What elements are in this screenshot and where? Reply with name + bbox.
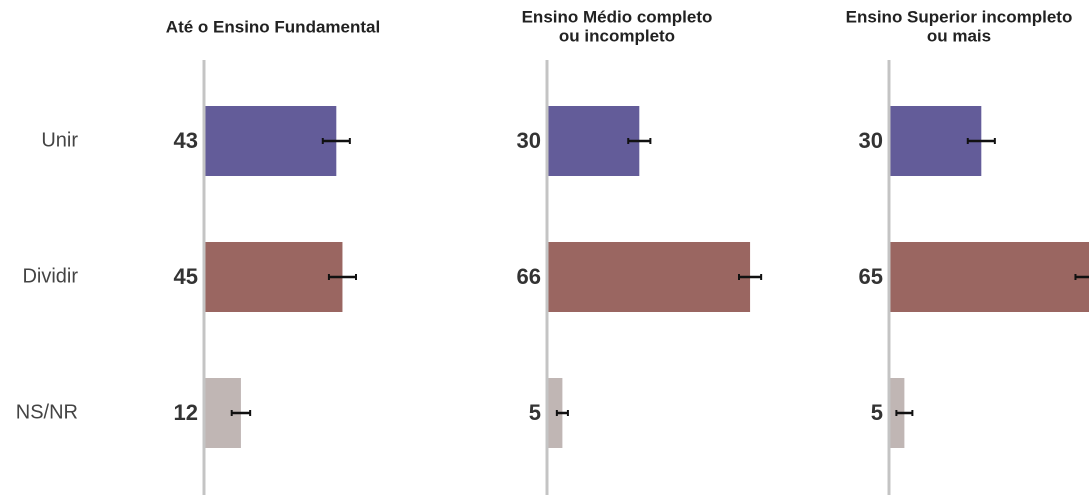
panel-title: ou incompleto xyxy=(559,26,675,45)
panel-title: Ensino Superior incompleto xyxy=(846,7,1073,26)
value-label: 5 xyxy=(529,400,541,425)
value-label: 12 xyxy=(174,400,198,425)
panel-title: Até o Ensino Fundamental xyxy=(166,17,380,36)
bar xyxy=(204,106,337,176)
value-label: 65 xyxy=(859,264,883,289)
value-label: 45 xyxy=(174,264,198,289)
bar xyxy=(547,378,563,448)
bar xyxy=(547,242,751,312)
value-label: 30 xyxy=(517,128,541,153)
bar xyxy=(889,106,982,176)
bar xyxy=(547,106,640,176)
panel-title: Ensino Médio completo xyxy=(522,7,713,26)
category-label: Dividir xyxy=(22,265,78,287)
value-label: 66 xyxy=(517,264,541,289)
bar xyxy=(204,242,343,312)
category-label: Unir xyxy=(41,129,78,151)
panel-title: ou mais xyxy=(927,26,991,45)
value-label: 5 xyxy=(871,400,883,425)
bar xyxy=(889,242,1089,312)
value-label: 30 xyxy=(859,128,883,153)
value-label: 43 xyxy=(174,128,198,153)
category-label: NS/NR xyxy=(16,401,78,423)
